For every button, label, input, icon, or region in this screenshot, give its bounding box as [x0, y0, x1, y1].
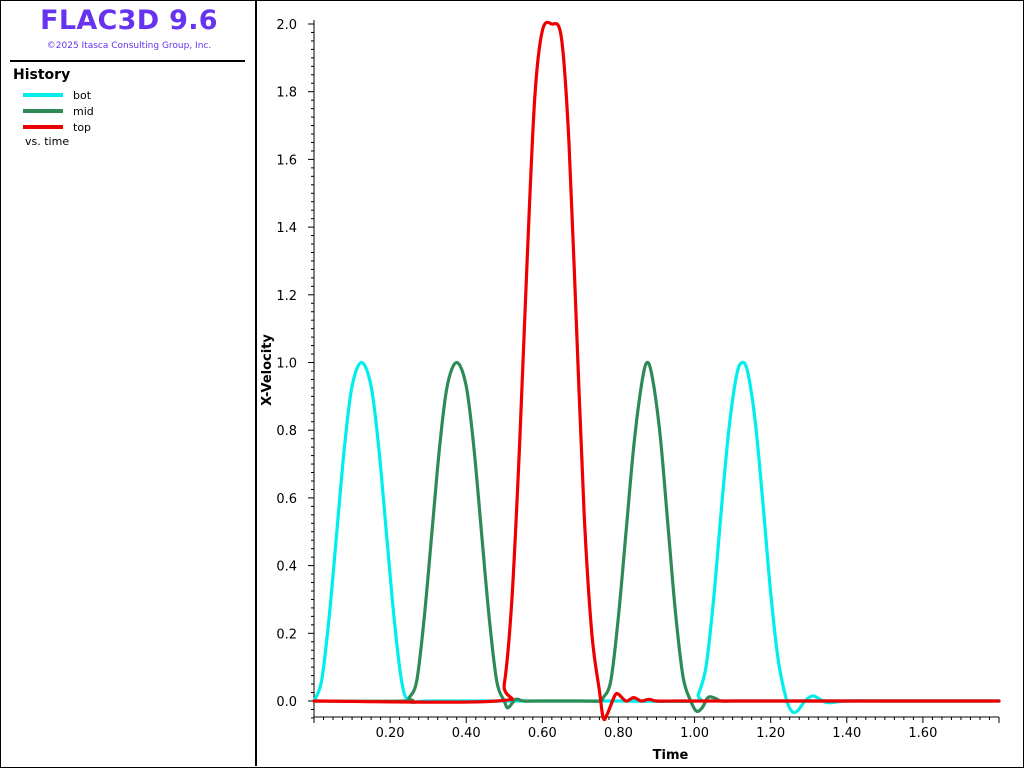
- app-title: FLAC3D 9.6: [40, 5, 218, 36]
- legend-item-top[interactable]: top: [23, 119, 94, 135]
- y-tick-label: 0.6: [276, 492, 297, 507]
- legend-label-top: top: [73, 120, 92, 134]
- y-tick-label: 0.8: [276, 424, 297, 439]
- y-tick-label: 1.4: [276, 221, 297, 236]
- y-tick-label: 0.2: [276, 627, 297, 642]
- y-tick-label: 1.2: [276, 289, 297, 304]
- legend-title: History: [13, 67, 71, 83]
- x-tick-label: 0.60: [528, 726, 557, 741]
- legend-swatch-bot: [23, 93, 63, 97]
- legend-list: bot mid top: [23, 87, 94, 135]
- x-tick-label: 0.40: [452, 726, 481, 741]
- x-tick-label: 0.80: [604, 726, 633, 741]
- series-line-top: [312, 20, 1001, 722]
- legend-item-bot[interactable]: bot: [23, 87, 94, 103]
- series-line-mid: [312, 360, 1001, 714]
- legend-swatch-mid: [23, 109, 63, 113]
- x-tick-label: 1.20: [756, 726, 785, 741]
- y-tick-label: 1.0: [276, 357, 297, 372]
- divider: [10, 60, 245, 62]
- legend-label-mid: mid: [73, 104, 94, 118]
- y-tick-label: 1.8: [276, 86, 297, 101]
- y-tick-label: 0.4: [276, 560, 297, 575]
- legend-swatch-top: [23, 125, 63, 129]
- x-tick-label: 1.00: [680, 726, 709, 741]
- legend-vs-label: vs. time: [25, 135, 70, 148]
- legend-item-mid[interactable]: mid: [23, 103, 94, 119]
- legend-label-bot: bot: [73, 88, 92, 102]
- x-tick-label: 0.20: [376, 726, 405, 741]
- y-tick-label: 0.0: [276, 695, 297, 710]
- history-plot[interactable]: 0.0 0.2 0.4 0.6 0.8 1.0 1.2 1.4 1.6 1.8 2.0 0.20 0.4…: [258, 0, 1022, 766]
- x-axis-title: Time: [653, 748, 689, 763]
- y-axis-title: X-Velocity: [260, 334, 275, 406]
- x-tick-label: 1.60: [908, 726, 937, 741]
- y-tick-label: 2.0: [276, 18, 297, 33]
- legend-panel: FLAC3D 9.6 ©2025 Itasca Consulting Group…: [1, 1, 257, 766]
- y-tick-label: 1.6: [276, 153, 297, 168]
- x-tick-label: 1.40: [832, 726, 861, 741]
- copyright-text: ©2025 Itasca Consulting Group, Inc.: [46, 41, 212, 51]
